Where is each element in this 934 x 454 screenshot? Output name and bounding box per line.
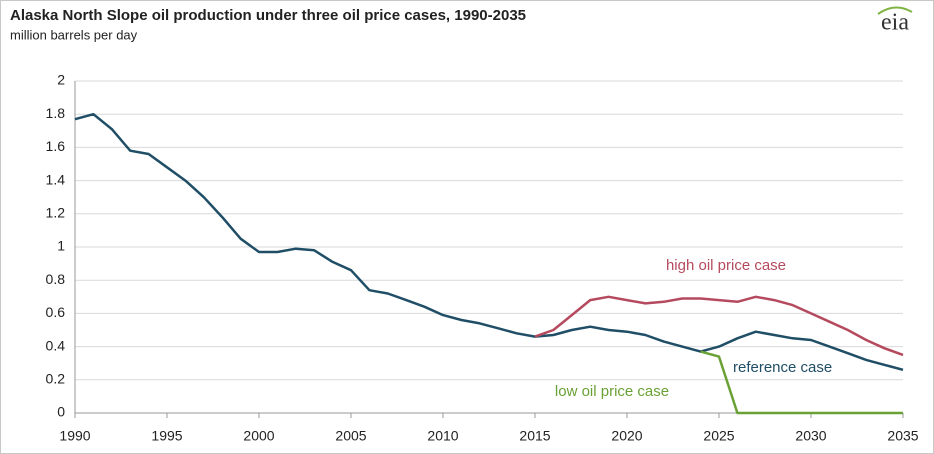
chart-title: Alaska North Slope oil production under … xyxy=(10,7,526,24)
y-tick-label: 0.6 xyxy=(46,304,66,320)
series-line xyxy=(534,295,904,357)
series-label: high oil price case xyxy=(666,257,786,274)
y-tick-label: 1.8 xyxy=(46,105,66,121)
series-label: reference case xyxy=(733,359,832,376)
x-tick-label: 2005 xyxy=(335,428,366,444)
series-label: low oil price case xyxy=(555,383,669,400)
chart-subtitle: million barrels per day xyxy=(10,27,138,42)
x-tick-label: 2035 xyxy=(887,428,918,444)
x-tick-label: 2010 xyxy=(427,428,458,444)
logo: eia xyxy=(881,10,909,36)
x-tick-label: 2025 xyxy=(703,428,734,444)
y-tick-label: 1.6 xyxy=(46,138,66,154)
x-tick-label: 2000 xyxy=(243,428,274,444)
series-line xyxy=(74,112,904,372)
y-tick-label: 1.4 xyxy=(46,171,66,187)
y-tick-label: 1.2 xyxy=(46,205,66,221)
y-tick-label: 0 xyxy=(57,404,65,420)
y-tick-label: 1 xyxy=(57,238,65,254)
y-tick-label: 2 xyxy=(57,72,65,88)
x-tick-label: 1990 xyxy=(59,428,90,444)
x-tick-label: 2020 xyxy=(611,428,642,444)
y-tick-label: 0.8 xyxy=(46,271,66,287)
x-tick-label: 2030 xyxy=(795,428,826,444)
logo-swoosh xyxy=(877,6,913,15)
x-tick-label: 2015 xyxy=(519,428,550,444)
series-line xyxy=(700,350,903,415)
y-tick-label: 0.2 xyxy=(46,371,66,387)
x-tick-label: 1995 xyxy=(151,428,182,444)
y-tick-label: 0.4 xyxy=(46,337,66,353)
